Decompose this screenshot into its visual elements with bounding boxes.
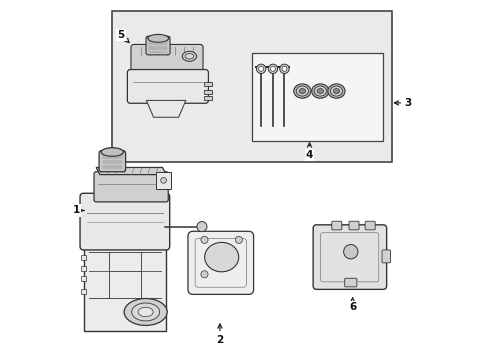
Polygon shape [96,167,166,175]
Ellipse shape [317,89,323,94]
Ellipse shape [182,51,196,61]
Ellipse shape [185,54,194,59]
Circle shape [343,244,358,259]
Ellipse shape [101,148,123,156]
Ellipse shape [124,298,167,325]
FancyBboxPatch shape [320,233,379,282]
FancyBboxPatch shape [94,172,168,202]
Ellipse shape [138,307,153,317]
FancyBboxPatch shape [204,90,212,94]
Text: 3: 3 [394,98,412,108]
Ellipse shape [312,84,329,98]
FancyBboxPatch shape [344,278,357,287]
FancyBboxPatch shape [365,221,375,230]
Ellipse shape [330,86,343,96]
FancyBboxPatch shape [204,96,212,100]
Text: 6: 6 [349,298,356,312]
Text: 1: 1 [73,206,84,216]
FancyBboxPatch shape [112,12,392,162]
Text: 2: 2 [216,324,223,345]
FancyBboxPatch shape [156,172,171,189]
Ellipse shape [328,84,345,98]
FancyBboxPatch shape [382,250,391,263]
FancyBboxPatch shape [195,238,246,287]
Text: 5: 5 [118,30,129,42]
FancyBboxPatch shape [80,193,170,250]
Circle shape [280,64,289,73]
Circle shape [201,271,208,278]
FancyBboxPatch shape [313,225,387,289]
Circle shape [197,222,207,231]
Circle shape [259,66,264,71]
Ellipse shape [296,86,309,96]
FancyBboxPatch shape [252,53,383,140]
Ellipse shape [132,303,160,321]
Circle shape [269,64,278,73]
FancyBboxPatch shape [188,231,254,294]
Ellipse shape [299,89,306,94]
Circle shape [235,236,243,243]
Ellipse shape [333,89,340,94]
FancyBboxPatch shape [204,82,212,86]
FancyBboxPatch shape [81,276,86,282]
Ellipse shape [314,86,326,96]
FancyBboxPatch shape [332,221,342,230]
Circle shape [161,177,167,183]
FancyBboxPatch shape [81,255,86,260]
Circle shape [256,64,266,73]
Ellipse shape [148,35,169,42]
FancyBboxPatch shape [146,36,170,55]
Text: 4: 4 [306,143,313,160]
Circle shape [282,66,287,71]
Circle shape [270,66,275,71]
FancyBboxPatch shape [81,266,86,271]
FancyBboxPatch shape [131,44,203,77]
FancyBboxPatch shape [349,221,359,230]
Ellipse shape [205,242,239,272]
Ellipse shape [294,84,311,98]
Circle shape [201,236,208,243]
Polygon shape [147,100,186,117]
FancyBboxPatch shape [81,289,86,294]
FancyBboxPatch shape [127,69,208,103]
FancyBboxPatch shape [99,150,125,172]
FancyBboxPatch shape [84,245,166,330]
